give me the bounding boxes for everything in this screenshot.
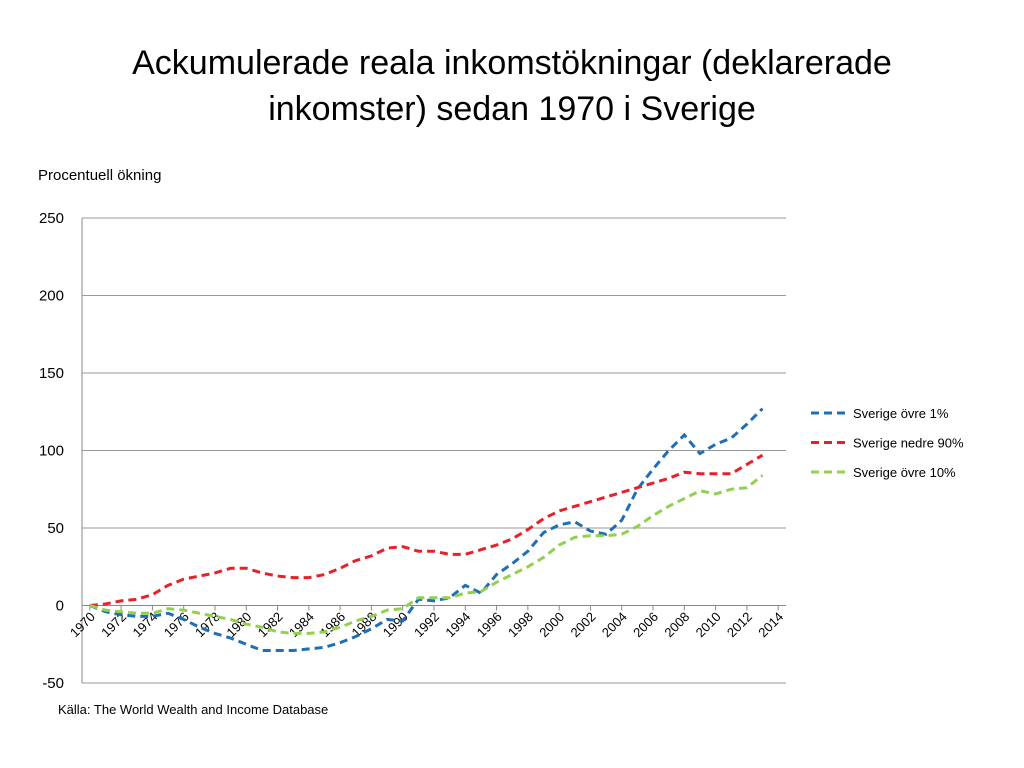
x-tick-label: 2004	[599, 609, 630, 640]
x-tick-label: 2010	[693, 609, 724, 640]
y-tick-label: 200	[39, 288, 64, 305]
x-tick-label: 2008	[661, 609, 692, 640]
x-tick-label: 2012	[724, 609, 755, 640]
x-tick-label: 2000	[536, 609, 567, 640]
x-tick-label: 1976	[161, 609, 192, 640]
source-note: Källa: The World Wealth and Income Datab…	[58, 702, 328, 717]
series-line	[89, 474, 764, 635]
series-line	[89, 407, 764, 652]
y-tick-label: 100	[39, 443, 64, 460]
legend-label: Sverige nedre 90%	[853, 436, 964, 451]
series-line	[89, 453, 764, 607]
y-tick-label: 150	[39, 365, 64, 382]
y-tick-label: -50	[42, 675, 64, 692]
y-tick-label: 0	[56, 598, 64, 615]
x-tick-label: 2002	[568, 609, 599, 640]
x-tick-label: 1996	[474, 609, 505, 640]
y-tick-label: 250	[39, 210, 64, 227]
x-tick-label: 1998	[505, 609, 536, 640]
chart-title: Ackumulerade reala inkomstökningar (dekl…	[132, 44, 892, 128]
x-tick-label: 1986	[317, 609, 348, 640]
legend-label: Sverige övre 1%	[853, 406, 949, 421]
x-tick-label: 2014	[755, 609, 786, 640]
x-tick-label: 1994	[442, 609, 473, 640]
y-axis-label: Procentuell ökning	[38, 167, 161, 184]
x-tick-label: 1982	[255, 609, 286, 640]
x-tick-label: 1990	[380, 609, 411, 640]
x-tick-label: 1984	[286, 609, 317, 640]
x-tick-label: 1992	[411, 609, 442, 640]
x-tick-label: 2006	[630, 609, 661, 640]
legend-label: Sverige övre 10%	[853, 465, 956, 480]
x-tick-label: 1972	[98, 609, 129, 640]
y-tick-label: 50	[47, 520, 64, 537]
